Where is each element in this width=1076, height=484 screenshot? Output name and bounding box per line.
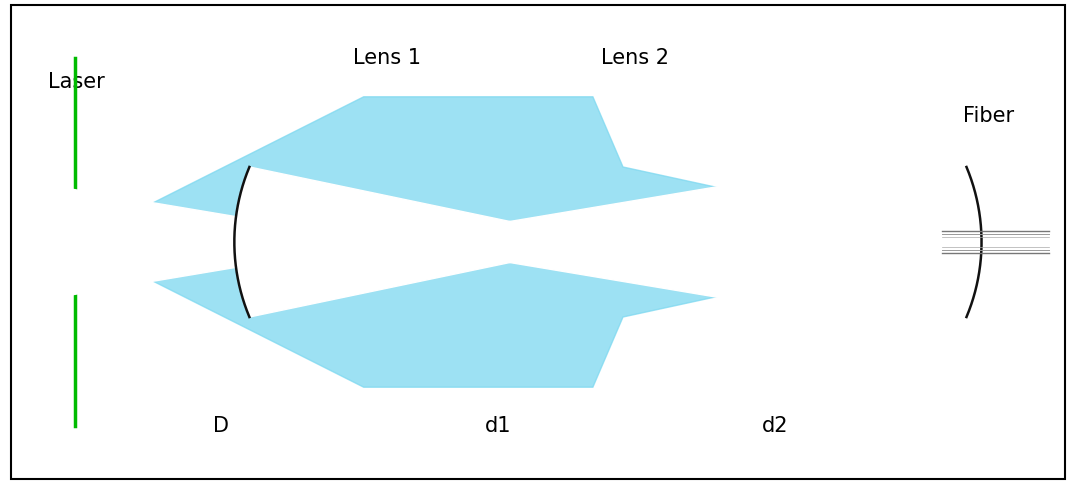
Text: Fiber: Fiber [963, 106, 1015, 126]
Polygon shape [235, 167, 981, 317]
Polygon shape [0, 97, 1076, 387]
Polygon shape [75, 97, 942, 387]
Text: Lens 1: Lens 1 [353, 48, 422, 68]
Text: Lens 2: Lens 2 [600, 48, 669, 68]
Text: D: D [213, 416, 228, 436]
Text: d1: d1 [484, 416, 511, 436]
Text: Laser: Laser [48, 72, 105, 92]
Text: d2: d2 [762, 416, 788, 436]
